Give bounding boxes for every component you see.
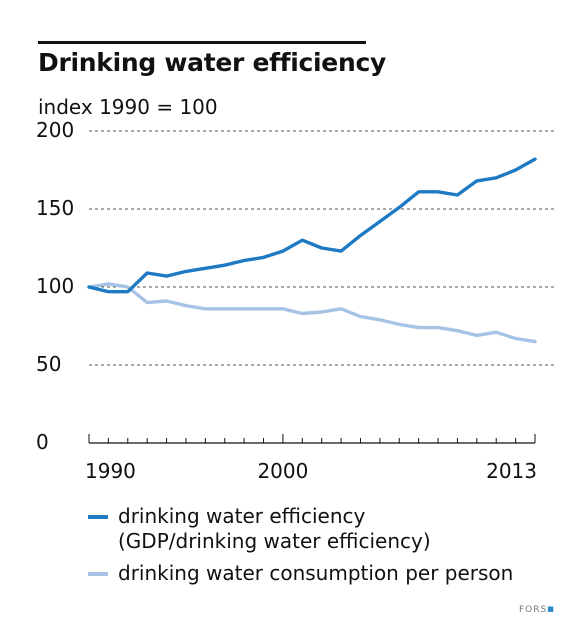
chart-title: Drinking water efficiency bbox=[38, 48, 386, 77]
logo-dot-icon: ■ bbox=[547, 605, 555, 613]
y-tick-label: 0 bbox=[36, 430, 49, 454]
y-tick-label: 150 bbox=[36, 196, 74, 220]
legend-label: drinking water efficiency bbox=[118, 504, 366, 528]
y-axis-unit-label: index 1990 = 100 bbox=[38, 95, 218, 119]
legend-item-efficiency: drinking water efficiency (GDP/drinking … bbox=[88, 504, 513, 554]
legend-label-continued: (GDP/drinking water efficiency) bbox=[118, 529, 431, 553]
series-line-consumption bbox=[87, 282, 537, 344]
line-chart: 0 50 100 150 200 1990 2000 2013 bbox=[36, 118, 557, 483]
legend-item-consumption: drinking water consumption per person bbox=[88, 561, 513, 586]
legend: drinking water efficiency (GDP/drinking … bbox=[88, 504, 513, 593]
legend-swatch-consumption bbox=[88, 572, 108, 576]
legend-label: drinking water consumption per person bbox=[118, 561, 514, 585]
y-tick-label: 50 bbox=[36, 352, 61, 376]
series-line-efficiency bbox=[87, 157, 537, 294]
source-logo: FORS■ bbox=[519, 605, 555, 615]
x-tick-label: 1990 bbox=[85, 459, 136, 483]
legend-swatch-efficiency bbox=[88, 515, 108, 519]
y-tick-label: 200 bbox=[36, 118, 74, 142]
x-tick-label: 2013 bbox=[486, 459, 537, 483]
x-tick-label: 2000 bbox=[257, 459, 308, 483]
source-label: FORS bbox=[519, 605, 548, 615]
title-rule bbox=[38, 41, 366, 44]
y-tick-label: 100 bbox=[36, 274, 74, 298]
